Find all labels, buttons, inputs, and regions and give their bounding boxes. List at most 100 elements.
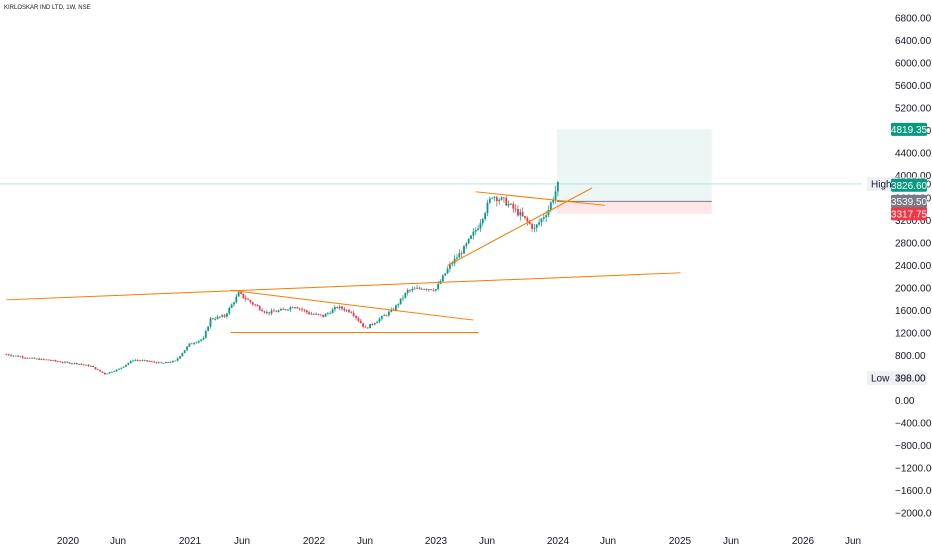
candle-body [277,310,280,312]
candle-body [211,318,214,320]
candle-body [376,321,379,324]
candle-body [10,355,12,356]
candle-body [193,343,195,344]
candle-body [420,288,423,290]
candle-body [265,312,268,314]
candle-body [432,290,435,291]
candle-body [456,257,458,259]
candle-body [418,287,421,289]
candle-body [31,357,34,359]
candle-body [176,358,179,361]
candle-body [223,315,226,317]
candle-body [200,339,203,341]
candle-body [296,307,299,309]
y-tick-label: 2000.00 [895,284,932,295]
candle-body [338,306,341,309]
y-tick-label: −2000.00 [895,509,932,520]
candle-body [179,356,181,359]
candle-body [343,308,346,311]
y-tick-label: 4400.00 [895,149,932,160]
candle-body [92,365,95,368]
candle-body [387,311,390,316]
candle-body [512,203,515,209]
candle-body [498,199,501,202]
price-badge-label: 3317.75 [891,209,928,220]
candle-body [118,368,120,370]
trendline [6,272,681,301]
candle-body [521,212,524,217]
candle-body [47,359,50,361]
low-badge [867,371,927,386]
candle-body [268,312,271,314]
candle-body [228,307,231,314]
candle-body [162,362,165,364]
candle-body [24,357,26,359]
y-tick-label: 5600.00 [895,81,932,92]
price-badge-label: 3539.50 [891,197,928,208]
candle-body [136,360,139,361]
candle-body [254,304,257,306]
candle-body [233,302,235,305]
x-tick-label: 2025 [669,536,692,547]
candle-body [486,202,489,214]
candle-body [132,360,134,362]
candle-body [505,197,508,206]
candle-body [61,362,64,364]
candle-body [402,297,404,299]
candle-body [139,360,141,362]
candle-body [157,362,160,364]
candle-body [477,228,479,231]
candle-body [103,372,106,375]
candle-body [78,363,80,365]
candle-body [434,289,437,291]
candle-body [89,365,92,367]
candle-body [341,306,343,309]
y-tick-label: 5200.00 [895,104,932,115]
candle-body [52,360,55,361]
candle-body [366,327,369,329]
candle-body [256,305,259,307]
candle-body [263,311,266,313]
candle-body [14,355,17,357]
candle-body [218,316,221,318]
candle-body [500,197,503,200]
candle-body [251,302,254,305]
candle-body [399,298,402,305]
candle-body [291,307,294,309]
candle-body [507,204,510,206]
candle-body [493,197,496,198]
candle-body [510,203,512,205]
candle-body [59,361,62,363]
high-label: High [871,179,892,190]
x-tick-label: Jun [845,536,861,547]
y-tick-label: −800.00 [895,441,932,452]
candle-body [146,360,149,362]
price-axis: 6800.006400.006000.005600.005200.004800.… [867,14,932,520]
candle-body [143,360,146,362]
y-tick-label: −400.00 [895,419,932,430]
y-tick-label: −1600.00 [895,486,932,497]
candle-body [106,373,109,375]
candle-body [519,212,522,216]
stop-zone [556,201,712,214]
candle-body [181,353,184,357]
candle-body [125,364,127,367]
candle-body [141,360,144,362]
candle-body [298,308,301,310]
candle-body [35,358,38,360]
candle-body [449,264,451,269]
candle-body [446,268,449,274]
y-tick-label: 3200.00 [895,216,932,227]
candle-body [195,342,198,344]
candle-body [33,357,36,359]
candle-body [369,324,372,329]
candle-body [153,361,156,363]
candle-body [150,361,153,363]
candle-body [348,309,350,313]
candle-body [326,313,329,314]
x-tick-label: Jun [110,536,126,547]
low-value: 398.00 [895,374,926,385]
candle-body [416,287,418,289]
